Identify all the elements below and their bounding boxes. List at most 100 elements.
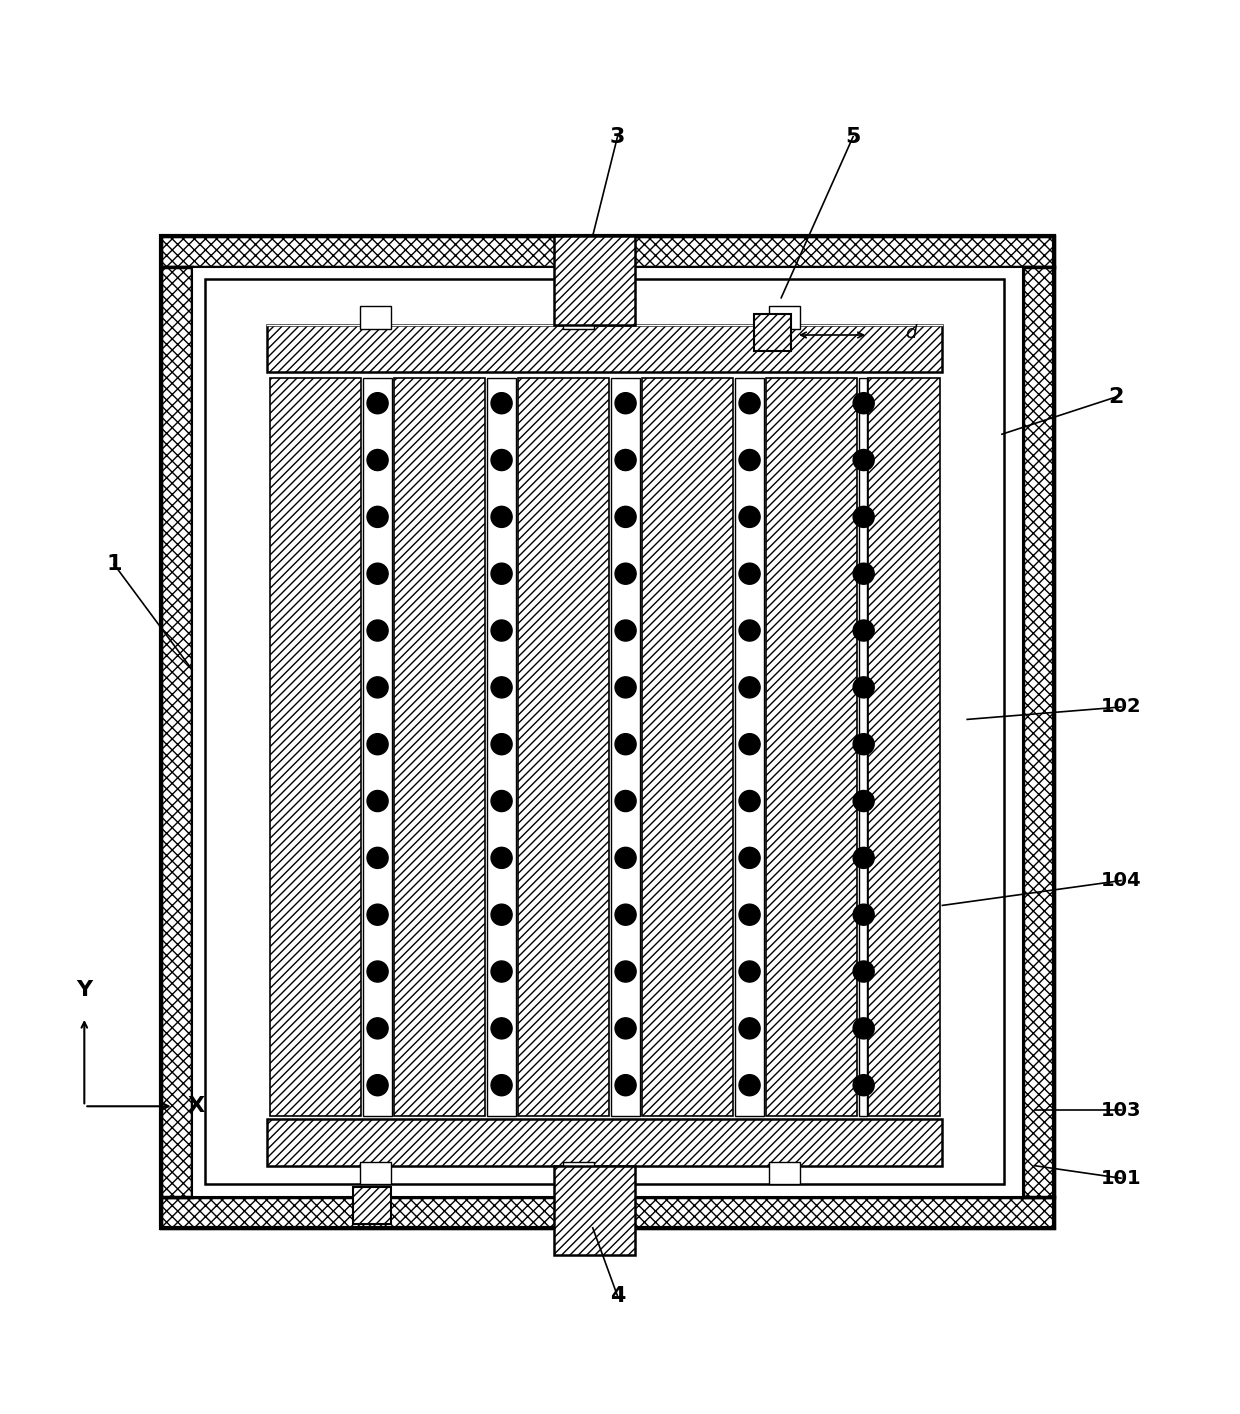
Circle shape: [615, 677, 636, 699]
Circle shape: [739, 790, 760, 812]
Bar: [563, 307, 594, 329]
Bar: [487, 379, 516, 1116]
Bar: [267, 325, 942, 372]
Circle shape: [615, 1018, 636, 1039]
Circle shape: [615, 450, 636, 471]
Circle shape: [739, 1018, 760, 1039]
Circle shape: [367, 847, 388, 868]
Circle shape: [739, 962, 760, 983]
Circle shape: [853, 677, 874, 699]
Bar: [611, 379, 640, 1116]
Circle shape: [739, 506, 760, 527]
Circle shape: [367, 1075, 388, 1096]
Circle shape: [491, 450, 512, 471]
Text: Y: Y: [76, 980, 93, 1000]
Circle shape: [853, 450, 874, 471]
Text: 4: 4: [610, 1285, 625, 1307]
Bar: [161, 236, 1054, 267]
Circle shape: [853, 393, 874, 414]
Circle shape: [491, 619, 512, 641]
Circle shape: [491, 393, 512, 414]
Bar: [754, 314, 791, 351]
Circle shape: [615, 563, 636, 584]
Circle shape: [615, 790, 636, 812]
Circle shape: [367, 790, 388, 812]
Circle shape: [739, 619, 760, 641]
Circle shape: [853, 506, 874, 527]
Bar: [205, 279, 1004, 1185]
Circle shape: [491, 1018, 512, 1039]
Circle shape: [491, 563, 512, 584]
Bar: [363, 379, 392, 1116]
Circle shape: [739, 904, 760, 925]
Text: 1: 1: [107, 554, 122, 574]
Circle shape: [853, 904, 874, 925]
Circle shape: [615, 962, 636, 983]
Circle shape: [491, 847, 512, 868]
Circle shape: [367, 619, 388, 641]
Circle shape: [853, 734, 874, 755]
Text: X: X: [187, 1096, 205, 1116]
Bar: [518, 379, 609, 1116]
Text: 5: 5: [846, 127, 861, 147]
Bar: [554, 1165, 635, 1256]
Circle shape: [853, 563, 874, 584]
Circle shape: [853, 790, 874, 812]
Circle shape: [367, 450, 388, 471]
Circle shape: [615, 847, 636, 868]
Bar: [161, 236, 1054, 1227]
Bar: [554, 236, 635, 325]
Circle shape: [739, 563, 760, 584]
Text: 104: 104: [1101, 871, 1141, 889]
Circle shape: [491, 677, 512, 699]
Circle shape: [367, 506, 388, 527]
Bar: [267, 1118, 942, 1165]
Text: d: d: [905, 324, 916, 342]
Circle shape: [615, 506, 636, 527]
Circle shape: [491, 734, 512, 755]
Circle shape: [739, 734, 760, 755]
Bar: [735, 379, 764, 1116]
Bar: [394, 379, 485, 1116]
Text: 3: 3: [610, 127, 625, 147]
Circle shape: [491, 790, 512, 812]
Bar: [859, 379, 867, 1116]
Circle shape: [739, 393, 760, 414]
Bar: [769, 307, 800, 329]
Circle shape: [615, 619, 636, 641]
Text: 102: 102: [1101, 697, 1141, 717]
Bar: [360, 307, 391, 329]
Circle shape: [615, 1075, 636, 1096]
Circle shape: [367, 734, 388, 755]
Circle shape: [491, 1075, 512, 1096]
Circle shape: [491, 506, 512, 527]
Circle shape: [367, 677, 388, 699]
Circle shape: [853, 1075, 874, 1096]
Circle shape: [615, 904, 636, 925]
Circle shape: [739, 677, 760, 699]
Bar: [270, 379, 361, 1116]
Circle shape: [853, 847, 874, 868]
Bar: [642, 379, 733, 1116]
Circle shape: [491, 904, 512, 925]
Bar: [563, 1162, 594, 1185]
Bar: [161, 1196, 1054, 1227]
Bar: [353, 1186, 391, 1225]
Circle shape: [739, 1075, 760, 1096]
Circle shape: [367, 962, 388, 983]
Text: 103: 103: [1101, 1100, 1141, 1120]
Circle shape: [739, 450, 760, 471]
Bar: [192, 267, 1023, 1196]
Bar: [769, 1162, 800, 1185]
Circle shape: [367, 393, 388, 414]
Circle shape: [367, 904, 388, 925]
Circle shape: [853, 962, 874, 983]
Circle shape: [853, 619, 874, 641]
Circle shape: [491, 962, 512, 983]
Text: 101: 101: [1101, 1169, 1141, 1188]
Circle shape: [367, 563, 388, 584]
Bar: [868, 379, 940, 1116]
Circle shape: [853, 1018, 874, 1039]
Circle shape: [367, 1018, 388, 1039]
Bar: [360, 1162, 391, 1185]
